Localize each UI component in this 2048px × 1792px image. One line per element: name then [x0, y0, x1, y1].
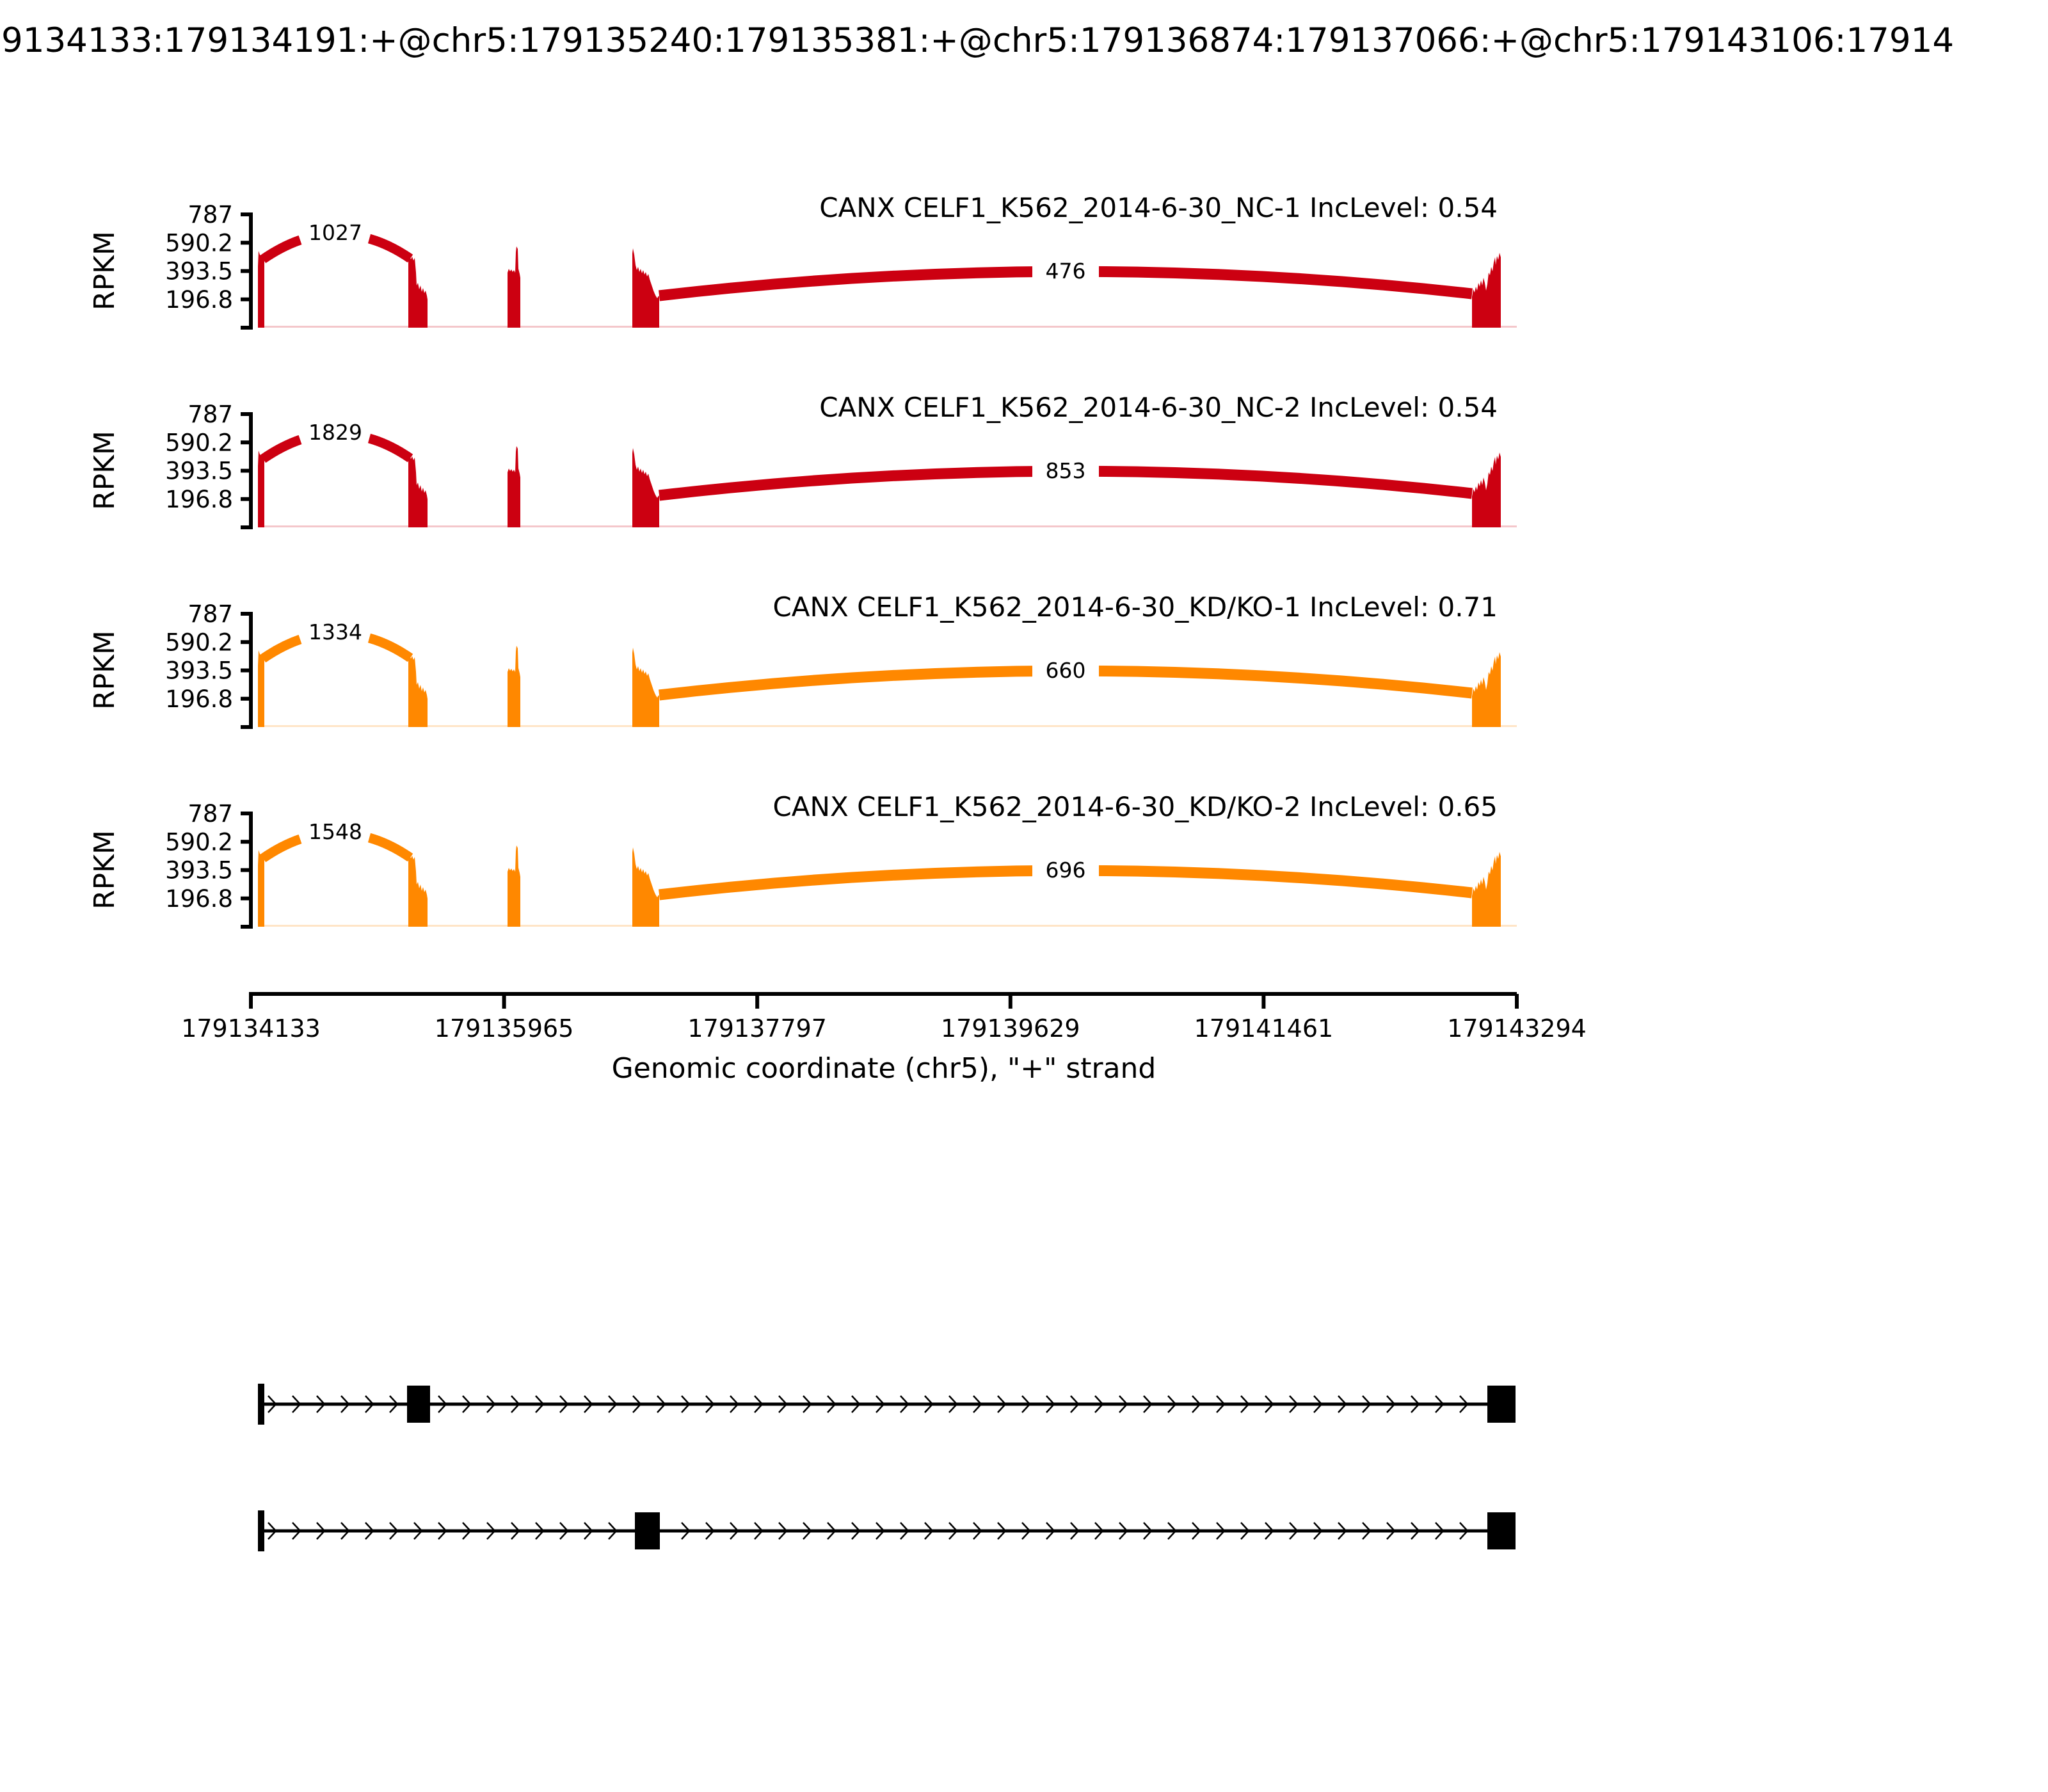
rpkm-axis-label: RPKM — [88, 630, 121, 710]
coverage-exon — [632, 847, 659, 927]
junction-count: 1334 — [308, 620, 362, 644]
y-tick-label: 393.5 — [165, 657, 233, 685]
coverage-exon — [408, 655, 428, 727]
junction-arc-left — [367, 833, 413, 862]
coverage-exon — [408, 256, 428, 328]
y-tick-label: 787 — [188, 800, 233, 828]
junction-arc-left — [260, 834, 302, 863]
junction-label-gap — [1032, 259, 1099, 285]
plot-title: 9134133:179134191:+@chr5:179135240:17913… — [1, 22, 1955, 60]
track-title: CANX CELF1_K562_2014-6-30_NC-1 IncLevel:… — [819, 192, 1498, 223]
x-tick-label: 179134133 — [181, 1014, 321, 1043]
junction-arc-left — [367, 433, 413, 463]
junction-label-gap — [1032, 659, 1099, 684]
strand-arrows — [268, 1395, 1468, 1413]
x-tick-label: 179137797 — [687, 1014, 827, 1043]
coverage-exon — [508, 646, 520, 727]
coverage-exon — [508, 446, 520, 527]
junction-arc-left — [367, 234, 413, 263]
x-tick-label: 179135965 — [435, 1014, 574, 1043]
junction-arc-left — [367, 633, 413, 662]
coverage-exon — [408, 855, 428, 927]
junction-count: 696 — [1046, 858, 1086, 883]
baseline-coverage — [258, 326, 1517, 328]
coverage-exon — [632, 448, 659, 527]
transcript-exon-alternative — [635, 1512, 660, 1549]
coverage-exon — [632, 248, 659, 328]
y-tick-label: 196.8 — [165, 885, 233, 913]
transcript-exon-last — [1487, 1386, 1516, 1423]
coverage-exon — [1472, 452, 1501, 527]
track-title: CANX CELF1_K562_2014-6-30_KD/KO-1 IncLev… — [772, 591, 1498, 623]
coverage-exon — [258, 451, 264, 527]
transcript-exon-alternative — [407, 1386, 430, 1423]
rpkm-axis — [241, 412, 253, 529]
coverage-exon — [1472, 652, 1501, 727]
rpkm-axis-label: RPKM — [88, 231, 121, 310]
coverage-exon — [1472, 253, 1501, 328]
transcript-exon-last — [1487, 1512, 1516, 1549]
y-tick-label: 196.8 — [165, 685, 233, 713]
coverage-exon — [408, 456, 428, 527]
track-title: CANX CELF1_K562_2014-6-30_NC-2 IncLevel:… — [819, 392, 1498, 423]
transcript-exon-first — [258, 1384, 264, 1425]
x-tick-label: 179139629 — [941, 1014, 1080, 1043]
junction-arc-left — [260, 435, 302, 463]
y-tick-label: 787 — [188, 401, 233, 428]
x-tick-label: 179141461 — [1194, 1014, 1334, 1043]
y-tick-label: 196.8 — [165, 486, 233, 513]
y-tick-label: 393.5 — [165, 857, 233, 884]
baseline-coverage — [258, 925, 1517, 927]
y-tick-label: 590.2 — [165, 229, 233, 257]
y-tick-label: 590.2 — [165, 628, 233, 656]
junction-label-gap — [1032, 858, 1099, 884]
baseline-coverage — [258, 725, 1517, 727]
coverage-exon — [632, 648, 659, 727]
rpkm-axis — [241, 812, 253, 929]
y-tick-label: 787 — [188, 600, 233, 628]
y-tick-label: 590.2 — [165, 828, 233, 856]
coverage-exon — [258, 251, 264, 328]
y-tick-label: 393.5 — [165, 258, 233, 285]
coverage-exon — [508, 246, 520, 328]
junction-count: 1829 — [308, 420, 362, 445]
genomic-axis — [249, 992, 1519, 1009]
rpkm-axis — [241, 612, 253, 729]
y-tick-label: 393.5 — [165, 458, 233, 485]
y-tick-label: 590.2 — [165, 429, 233, 456]
junction-arc-left — [260, 235, 302, 264]
transcript-exon-first — [258, 1510, 264, 1551]
rpkm-axis-label: RPKM — [88, 431, 121, 510]
coverage-exon — [1472, 852, 1501, 927]
junction-count: 476 — [1046, 259, 1086, 284]
junction-count: 853 — [1046, 458, 1086, 483]
rpkm-axis — [241, 212, 253, 330]
track-title: CANX CELF1_K562_2014-6-30_KD/KO-2 IncLev… — [772, 791, 1498, 822]
coverage-exon — [508, 845, 520, 927]
y-tick-label: 196.8 — [165, 286, 233, 314]
junction-count: 1027 — [308, 220, 362, 245]
junction-arc-left — [260, 634, 302, 663]
y-tick-label: 787 — [188, 201, 233, 228]
x-tick-label: 179143294 — [1447, 1014, 1587, 1043]
x-axis-label: Genomic coordinate (chr5), "+" strand — [612, 1052, 1156, 1085]
rpkm-axis-label: RPKM — [88, 830, 121, 909]
coverage-exon — [258, 650, 264, 727]
junction-count: 1548 — [308, 819, 362, 844]
junction-label-gap — [1032, 459, 1099, 484]
baseline-coverage — [258, 525, 1517, 527]
coverage-exon — [258, 850, 264, 927]
strand-arrows — [268, 1522, 1468, 1540]
junction-count: 660 — [1046, 658, 1086, 683]
